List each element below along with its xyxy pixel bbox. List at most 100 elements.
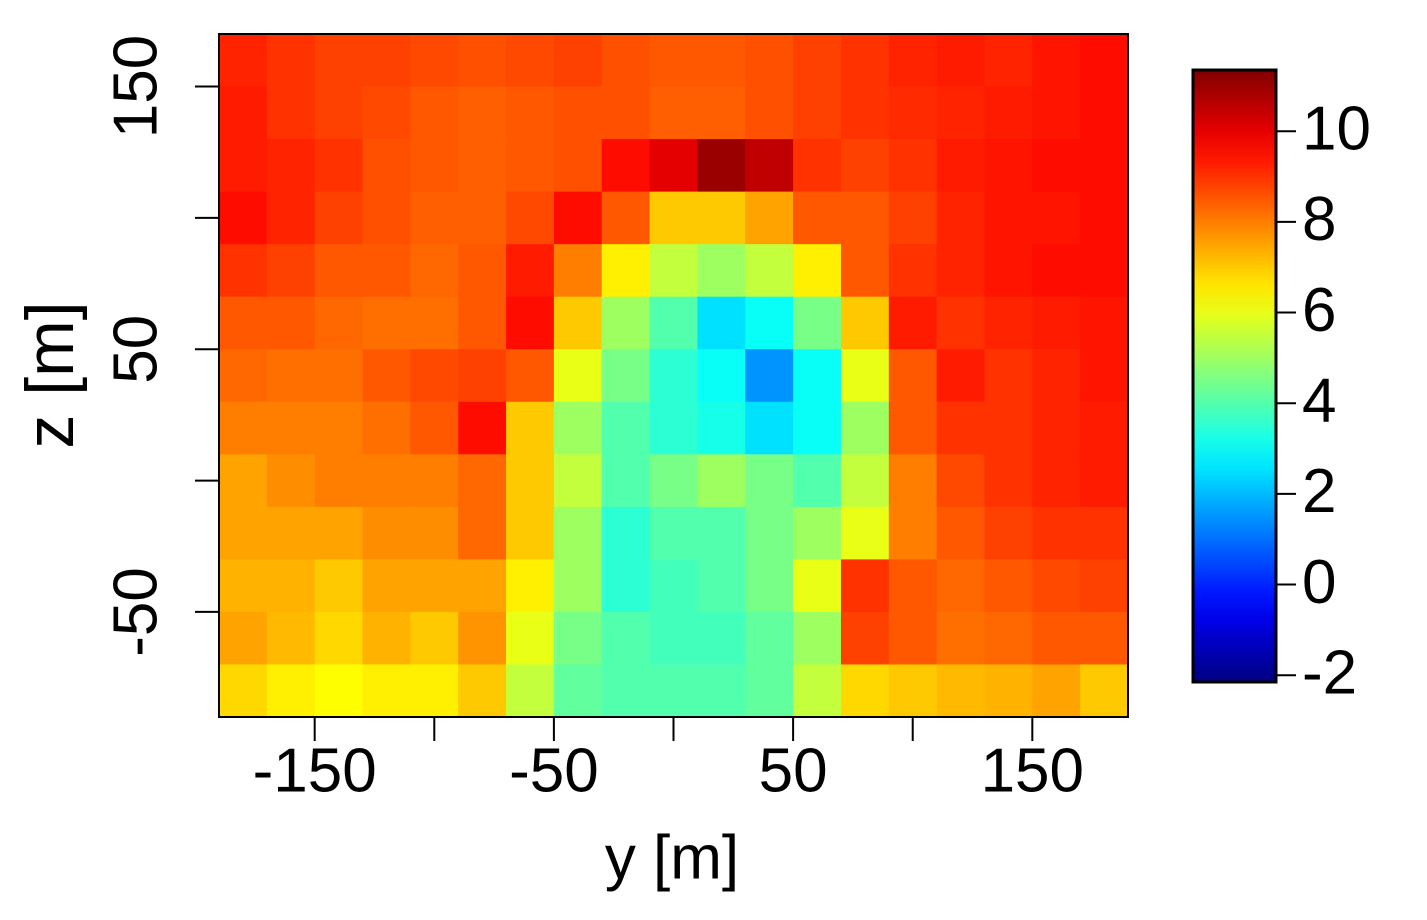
heat-cell	[936, 506, 986, 560]
heat-cell	[936, 296, 986, 350]
heat-cell	[936, 34, 986, 88]
heat-cell	[553, 139, 603, 193]
heatmap	[219, 34, 1129, 718]
heat-cell	[410, 454, 459, 508]
heat-cell	[793, 86, 842, 140]
heat-cell	[219, 349, 268, 403]
heat-cell	[888, 611, 938, 666]
heat-cell	[1080, 349, 1129, 403]
heat-cell	[314, 296, 364, 350]
heat-cell	[601, 454, 651, 508]
colorbar-tick-label: 10	[1302, 95, 1371, 164]
heat-cell	[219, 506, 268, 560]
heat-cell	[314, 454, 364, 508]
heat-cell	[219, 191, 268, 245]
heat-cell	[936, 244, 986, 298]
heat-cell	[888, 34, 938, 88]
heat-cell	[410, 664, 459, 718]
heat-cell	[266, 559, 316, 613]
heat-cell	[936, 664, 986, 718]
heat-cell	[936, 191, 986, 245]
heat-cell	[601, 506, 651, 560]
heat-cell	[984, 191, 1033, 245]
heat-cell	[219, 244, 268, 298]
heat-cell	[649, 34, 699, 88]
heat-cell	[458, 611, 507, 666]
heat-cell	[936, 139, 986, 193]
heat-cell	[1032, 244, 1081, 298]
heat-cell	[649, 611, 699, 666]
heat-cell	[314, 506, 364, 560]
heat-cell	[506, 244, 555, 298]
heat-cell	[1032, 296, 1081, 350]
heat-cell	[266, 611, 316, 666]
y-axis-label: z [m]	[12, 301, 88, 448]
heat-cell	[745, 86, 794, 140]
heat-cell	[506, 664, 555, 718]
y-tick-label: 150	[101, 35, 170, 138]
heat-cell	[553, 506, 603, 560]
heat-cell	[266, 401, 316, 455]
heat-cell	[266, 191, 316, 245]
heat-cell	[506, 506, 555, 560]
heat-cell	[458, 349, 507, 403]
heat-cell	[362, 559, 411, 613]
heat-cell	[458, 191, 507, 245]
heat-cell	[1032, 611, 1081, 666]
heat-cell	[266, 454, 316, 508]
heat-cell	[1080, 611, 1129, 666]
heat-cell	[745, 401, 794, 455]
heat-cell	[984, 86, 1033, 140]
heat-cell	[410, 191, 459, 245]
heat-cell	[458, 244, 507, 298]
heat-cell	[1080, 506, 1129, 560]
heat-cell	[697, 86, 746, 140]
heat-cell	[697, 34, 746, 88]
heat-cell	[601, 559, 651, 613]
heat-cell	[649, 664, 699, 718]
heat-cell	[1080, 454, 1129, 508]
heat-cell	[553, 454, 603, 508]
heat-cell	[506, 559, 555, 613]
heat-cell	[649, 349, 699, 403]
heat-cell	[410, 506, 459, 560]
heat-cell	[984, 139, 1033, 193]
heat-cell	[1032, 506, 1081, 560]
heat-cell	[1080, 34, 1129, 88]
heat-cell	[888, 349, 938, 403]
heat-cell	[984, 611, 1033, 666]
heat-cell	[458, 86, 507, 140]
heat-cell	[362, 139, 411, 193]
heat-cell	[888, 559, 938, 613]
heat-cell	[888, 401, 938, 455]
heat-cell	[840, 349, 890, 403]
heat-cell	[410, 611, 459, 666]
heat-cell	[601, 349, 651, 403]
heat-cell	[1080, 559, 1129, 613]
heat-cell	[458, 296, 507, 350]
heat-cell	[697, 244, 746, 298]
heat-cell	[601, 296, 651, 350]
heat-cell	[984, 401, 1033, 455]
heat-cell	[362, 296, 411, 350]
heat-cell	[649, 506, 699, 560]
heat-cell	[697, 139, 746, 193]
heat-cell	[314, 139, 364, 193]
heat-cell	[649, 191, 699, 245]
heat-cell	[745, 664, 794, 718]
heat-cell	[601, 139, 651, 193]
heat-cell	[553, 401, 603, 455]
colorbar-tick-label: 6	[1302, 276, 1336, 345]
heat-cell	[553, 559, 603, 613]
heat-cell	[362, 349, 411, 403]
heat-cell	[1080, 86, 1129, 140]
heat-cell	[745, 244, 794, 298]
heat-cell	[1032, 454, 1081, 508]
heat-cell	[793, 611, 842, 666]
heat-cell	[984, 506, 1033, 560]
heat-cell	[601, 664, 651, 718]
heat-cell	[1080, 296, 1129, 350]
heat-cell	[793, 559, 842, 613]
heat-cell	[840, 296, 890, 350]
